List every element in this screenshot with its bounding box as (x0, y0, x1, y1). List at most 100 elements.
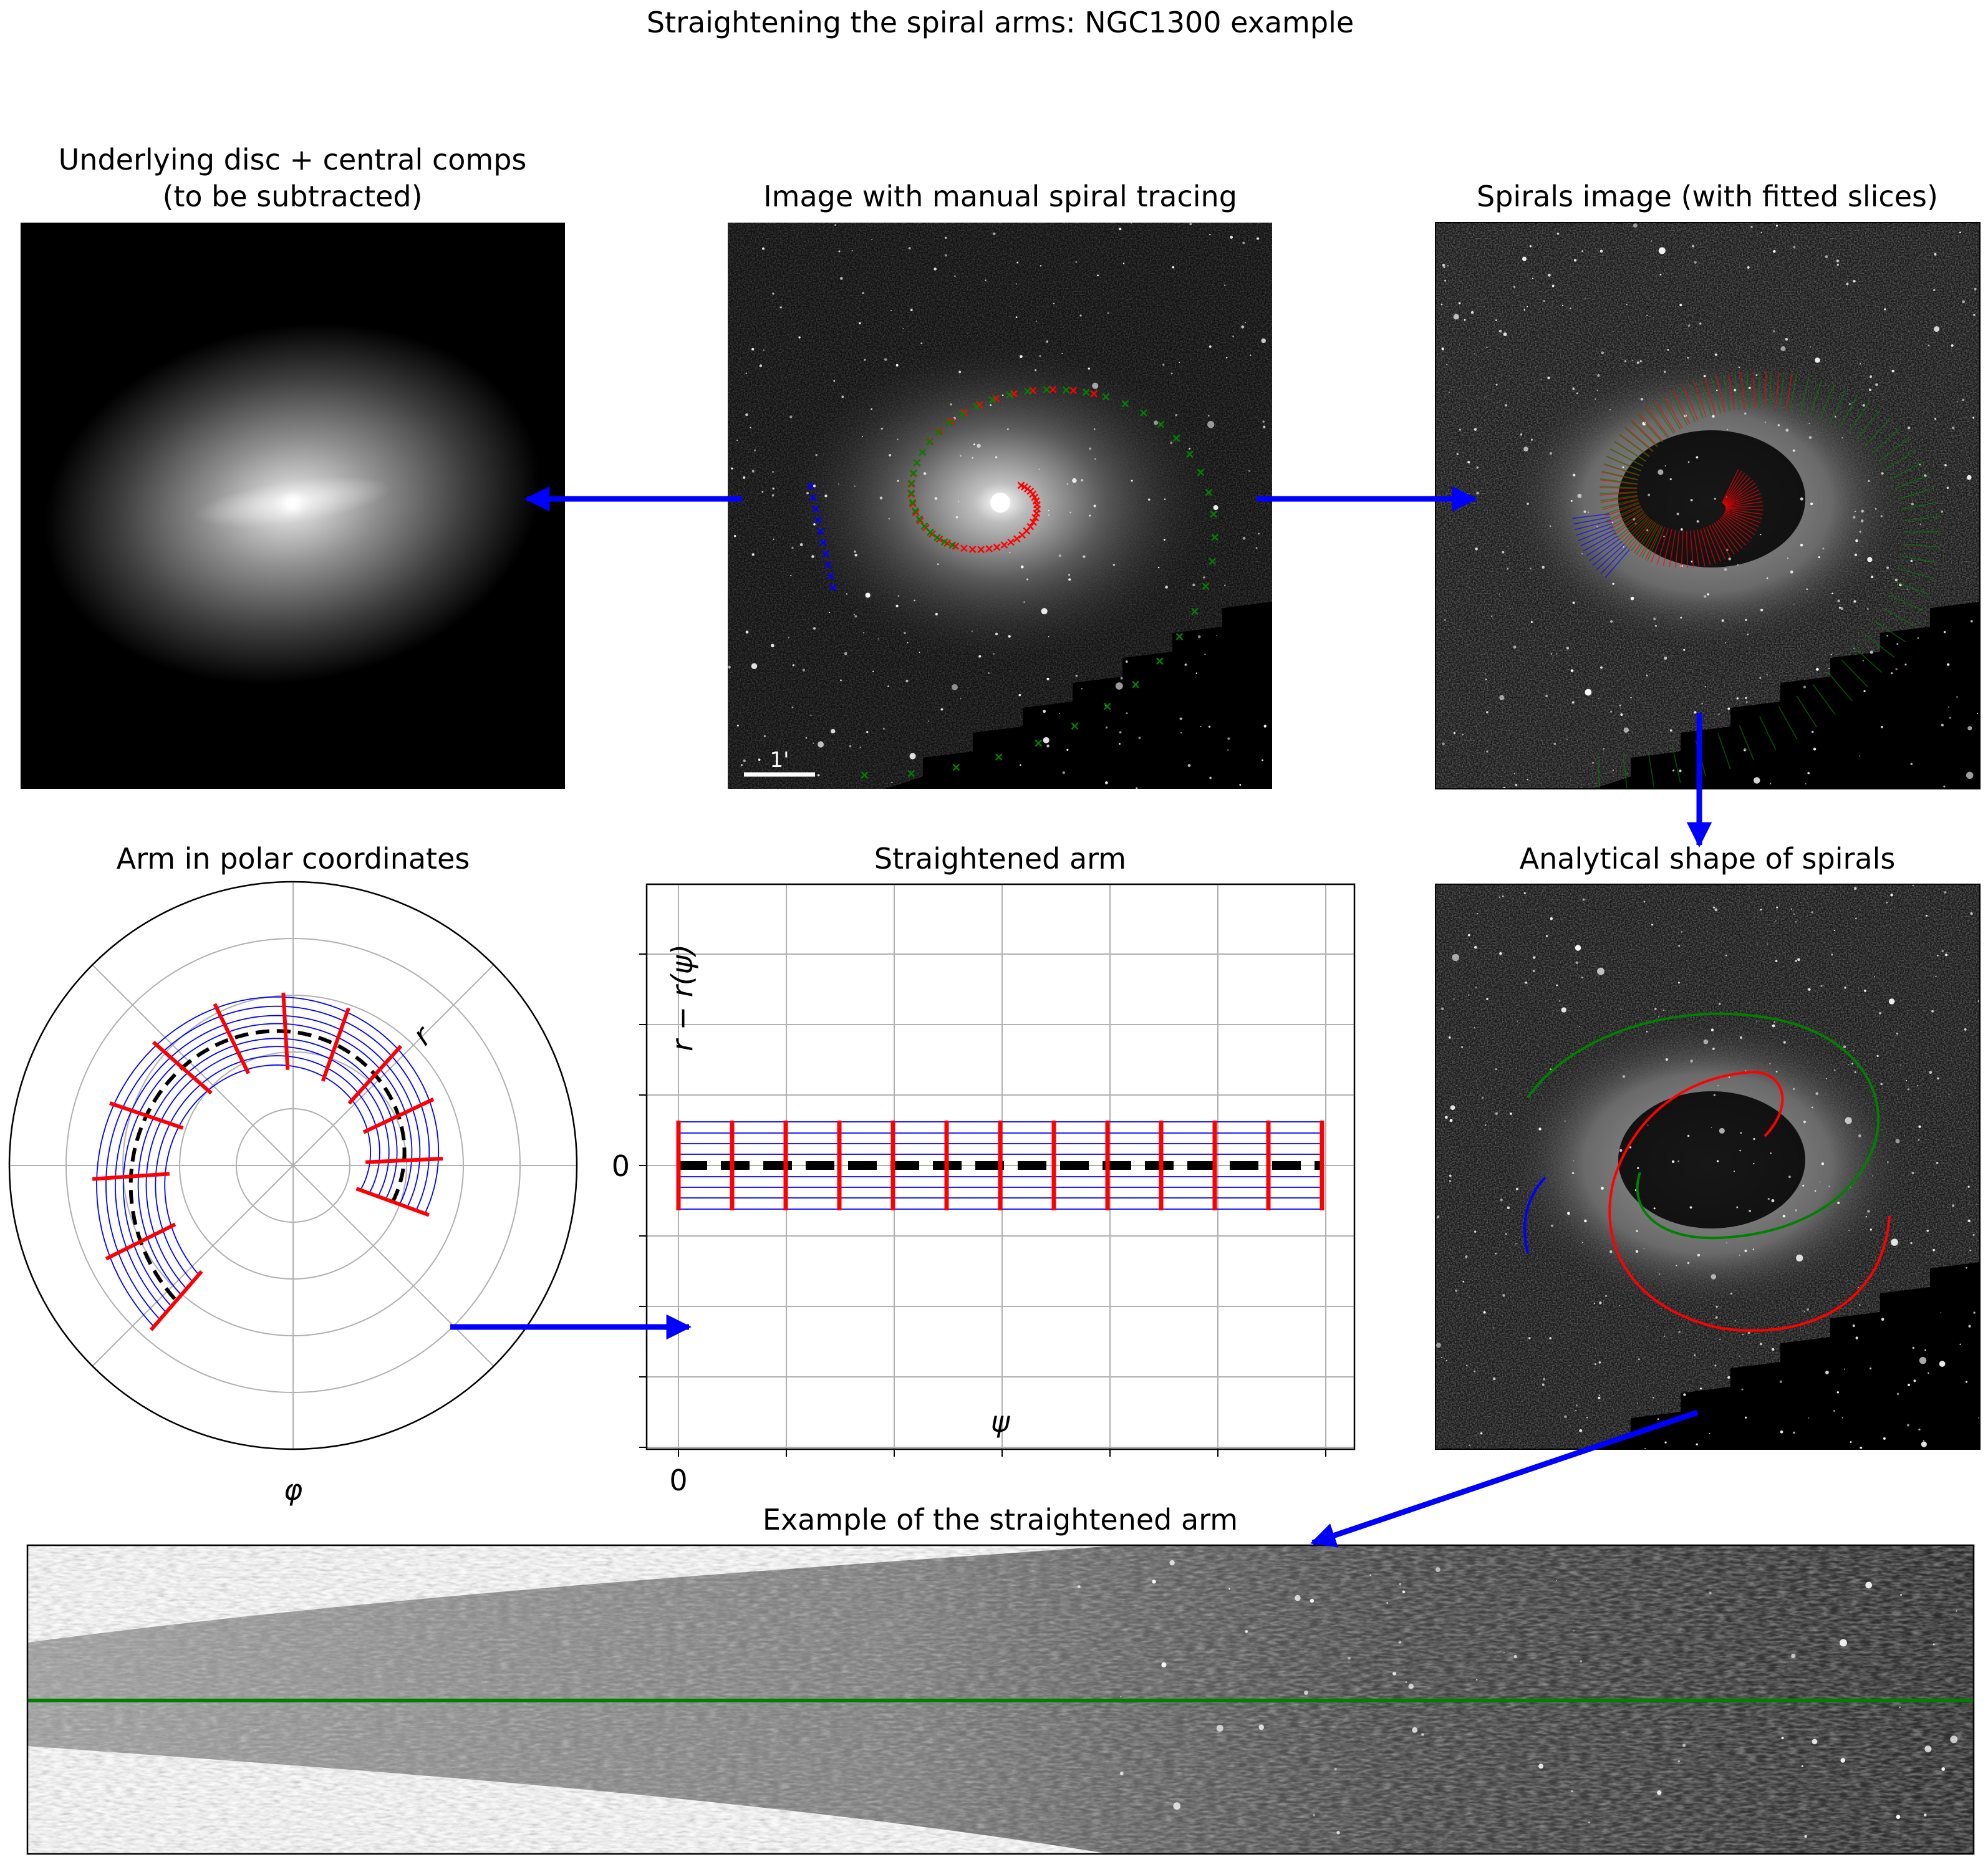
fitted-slice (1746, 371, 1750, 409)
star (1058, 554, 1061, 557)
manual-tracing-marks (807, 385, 1219, 779)
star (1941, 510, 1944, 513)
fitted-hole (1618, 430, 1805, 567)
star (1802, 1184, 1805, 1187)
star (1523, 892, 1526, 894)
fitted-slice (1901, 556, 1939, 564)
star (1547, 273, 1551, 277)
star (839, 277, 843, 280)
polar-grid-spoke (92, 964, 294, 1166)
star (951, 684, 958, 691)
star (762, 247, 765, 250)
fitted-slice (1600, 492, 1638, 496)
star (1862, 403, 1865, 407)
star (1556, 984, 1558, 987)
star (1881, 1318, 1884, 1321)
star (1449, 392, 1450, 393)
fitted-slice (1725, 501, 1763, 508)
star (1837, 599, 1840, 602)
star (1696, 1443, 1698, 1445)
star (865, 592, 871, 598)
fitted-slice (1800, 376, 1810, 413)
star (1530, 620, 1533, 624)
star (1906, 588, 1908, 590)
star (1550, 1068, 1551, 1070)
star (1926, 1229, 1929, 1232)
star (1956, 401, 1958, 402)
star (1959, 231, 1961, 234)
tracing-mark (1035, 739, 1043, 747)
fitted-slice (1672, 390, 1691, 425)
star (1336, 1830, 1340, 1835)
fitted-slice (1604, 503, 1640, 517)
tracing-mark (1205, 488, 1213, 496)
star (1170, 441, 1173, 445)
star (1016, 261, 1018, 264)
star (1924, 1349, 1926, 1351)
star (1088, 367, 1090, 370)
star (1896, 1392, 1899, 1396)
fitted-slice (1621, 516, 1649, 544)
star (1681, 931, 1683, 933)
fitted-slice (1768, 370, 1772, 408)
fitted-slice (1722, 515, 1753, 539)
star (1474, 946, 1477, 949)
star (1640, 397, 1644, 401)
star (1446, 364, 1448, 365)
star (1871, 576, 1874, 579)
star (1853, 279, 1856, 283)
star (1646, 314, 1648, 316)
star (1392, 1671, 1397, 1676)
star (934, 497, 938, 500)
star (1564, 1415, 1567, 1419)
star (1179, 362, 1180, 363)
fitted-slice (1693, 530, 1700, 567)
star (1949, 716, 1951, 719)
star (1577, 1279, 1579, 1280)
tracing-mark (812, 505, 819, 513)
star (1075, 261, 1078, 263)
star (1855, 539, 1858, 543)
star (1046, 340, 1049, 343)
star (1163, 539, 1165, 541)
star (1812, 1739, 1818, 1745)
star (1933, 1643, 1935, 1646)
fitted-slice (1614, 441, 1646, 462)
star (772, 471, 774, 473)
star (1441, 347, 1444, 350)
star (1162, 364, 1165, 366)
star (1596, 526, 1598, 528)
star (1870, 1228, 1873, 1231)
star (791, 546, 794, 549)
star (1950, 1735, 1958, 1744)
star (1683, 649, 1686, 651)
star (1680, 617, 1682, 619)
star (1513, 286, 1516, 288)
star (1657, 1016, 1659, 1018)
star (1883, 1437, 1886, 1440)
fitted-slice (1725, 508, 1763, 515)
star (1542, 566, 1545, 569)
star (1575, 961, 1578, 965)
fitted-slice (1644, 408, 1668, 438)
star (1527, 306, 1528, 307)
star (1783, 1041, 1786, 1044)
star (1760, 231, 1762, 233)
star (1896, 1032, 1899, 1035)
star (1452, 953, 1459, 962)
star (1875, 508, 1877, 510)
star (1881, 472, 1884, 475)
star (779, 306, 782, 309)
star (1610, 710, 1613, 713)
star (1696, 456, 1699, 459)
star (1788, 1175, 1791, 1179)
star (1467, 934, 1470, 937)
star (811, 555, 814, 558)
star (1767, 943, 1768, 945)
star (1620, 1008, 1622, 1010)
fitted-slice (1600, 546, 1628, 574)
star (834, 224, 836, 226)
star (1498, 896, 1500, 898)
star (1549, 980, 1551, 982)
star (861, 435, 863, 437)
